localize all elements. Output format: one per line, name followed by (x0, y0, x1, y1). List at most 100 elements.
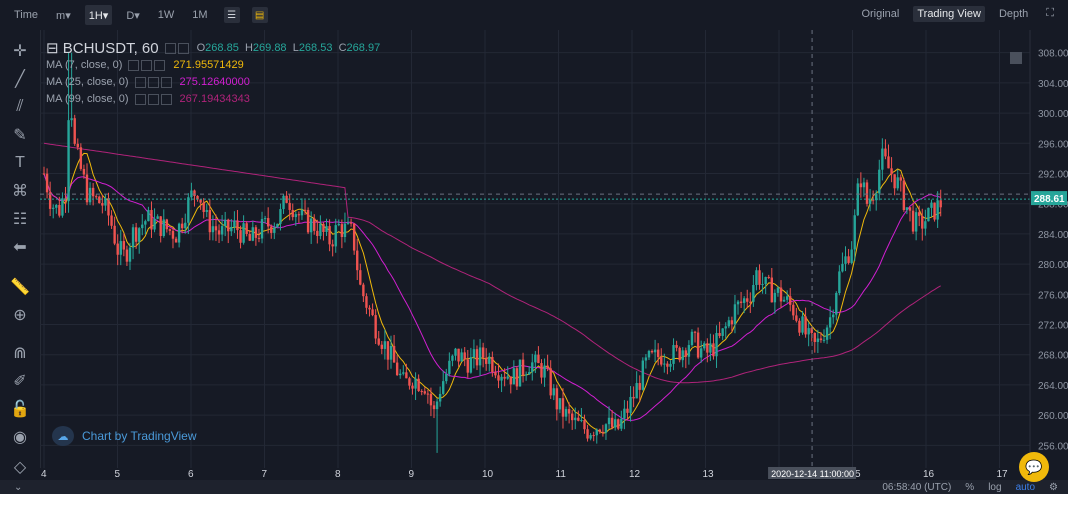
candle-body (893, 174, 896, 189)
y-tick-label: 304.00 (1038, 79, 1068, 90)
candle-body (669, 363, 672, 367)
candle-body (303, 209, 307, 211)
fullscreen-icon[interactable]: ⛶ (1046, 7, 1054, 19)
candle-body (574, 417, 577, 421)
candle-body (896, 177, 899, 189)
log-toggle[interactable]: log (988, 481, 1002, 493)
lock-icon[interactable]: 🔓 (10, 401, 30, 418)
tradingview-watermark[interactable]: ☁ Chart by TradingView (52, 426, 197, 446)
watermark-text: Chart by TradingView (82, 429, 197, 443)
fib-icon[interactable]: ⫽ (16, 98, 24, 115)
candle-body (64, 198, 67, 202)
candle-body (70, 118, 73, 121)
candle-body (617, 419, 620, 429)
brush-icon[interactable]: ✎ (13, 127, 27, 144)
candle-body (610, 417, 614, 428)
collapse-icon[interactable]: ◇ (13, 459, 27, 476)
chat-button[interactable]: 💬 (1019, 452, 1049, 482)
gear-icon[interactable]: ⚙ (1049, 481, 1058, 493)
settings-icon[interactable]: ▤ (251, 7, 268, 23)
crosshair-icon[interactable]: ✛ (13, 43, 27, 60)
ma7-controls[interactable] (128, 60, 167, 71)
candle-body (282, 195, 285, 210)
candle-body (850, 249, 853, 263)
ruler-icon[interactable]: 📏 (10, 279, 30, 296)
symbol-controls[interactable] (164, 43, 191, 54)
week-button[interactable]: 1W (157, 9, 175, 21)
candle-body (712, 343, 715, 357)
lock-drawing-icon[interactable]: ✐ (13, 373, 27, 390)
text-icon[interactable]: T (15, 154, 25, 171)
candle-body (104, 198, 107, 206)
candle-body (939, 200, 942, 208)
candle-body (113, 225, 116, 244)
candle-body (316, 230, 319, 236)
candle-body (55, 204, 58, 208)
candle-body (223, 219, 227, 227)
candle-body (813, 332, 816, 342)
candle-body (567, 409, 571, 414)
zoom-icon[interactable]: ⊕ (13, 307, 27, 324)
candle-body (300, 209, 304, 216)
candle-body (251, 227, 255, 241)
candle-body (340, 224, 344, 237)
depth-tab[interactable]: Depth (998, 7, 1029, 20)
candle-body (76, 143, 79, 148)
ma25-controls[interactable] (134, 77, 174, 88)
candle-body (782, 299, 786, 302)
day-dropdown[interactable]: D▾ (126, 9, 140, 22)
month-button[interactable]: 1M (192, 9, 208, 21)
symbol-label: BCHUSDT, 60 (62, 40, 159, 57)
candle-body (389, 345, 393, 360)
y-tick-label: 272.00 (1038, 321, 1068, 332)
candle-body (478, 347, 482, 366)
candle-body (343, 223, 347, 237)
candle-body (273, 227, 276, 233)
candle-body (540, 363, 543, 378)
y-tick-label: 280.00 (1038, 260, 1068, 271)
x-tick-label: 16 (923, 469, 935, 480)
candle-body (936, 200, 939, 220)
y-tick-label: 256.00 (1038, 441, 1068, 452)
auto-toggle[interactable]: auto (1015, 481, 1036, 493)
indicators-icon[interactable]: ☰ (223, 7, 240, 23)
minute-dropdown[interactable]: m▾ (56, 9, 71, 22)
utc-clock[interactable]: 06:58:40 (UTC) (882, 481, 952, 493)
trendline-icon[interactable]: ╱ (15, 71, 25, 88)
candle-body (125, 249, 129, 262)
hour-dropdown[interactable]: 1H▾ (84, 5, 113, 25)
candle-body (196, 195, 199, 200)
candle-body (764, 277, 767, 284)
candle-body (383, 341, 387, 349)
candle-body (927, 207, 930, 222)
ma99-controls[interactable] (134, 94, 174, 105)
original-tab[interactable]: Original (861, 7, 900, 20)
prediction-icon[interactable]: ☷ (12, 211, 28, 228)
candle-body (804, 316, 807, 335)
back-arrow-icon[interactable]: ⬅ (13, 239, 27, 256)
candle-body (789, 296, 792, 305)
candle-body (58, 204, 61, 216)
candle-body (506, 376, 509, 379)
candle-body (67, 120, 70, 202)
percent-toggle[interactable]: % (965, 481, 975, 493)
tradingview-tab[interactable]: Trading View (913, 5, 985, 22)
candle-body (607, 417, 611, 425)
price-chart[interactable]: 256.00 260.00 264.00 268.00 272.00 276.00 280.… (40, 30, 1068, 480)
candle-body (672, 345, 675, 364)
candle-body (399, 373, 402, 376)
chevron-down-icon[interactable]: ⌄ (14, 481, 23, 493)
eye-icon[interactable]: ◉ (13, 429, 27, 446)
candle-body (245, 223, 248, 234)
candle-body (374, 315, 377, 339)
x-tick-label: 17 (997, 469, 1009, 480)
candle-body (82, 168, 86, 175)
magnet-icon[interactable]: ⋒ (13, 345, 27, 362)
pattern-icon[interactable]: ⌘ (12, 183, 28, 200)
candle-body (319, 223, 322, 236)
ma7-value: 271.95571429 (173, 59, 244, 71)
candle-body (512, 368, 516, 385)
candle-body (42, 173, 46, 175)
collapse-legend-icon[interactable]: ⊟ (46, 40, 63, 57)
candle-body (518, 359, 522, 387)
